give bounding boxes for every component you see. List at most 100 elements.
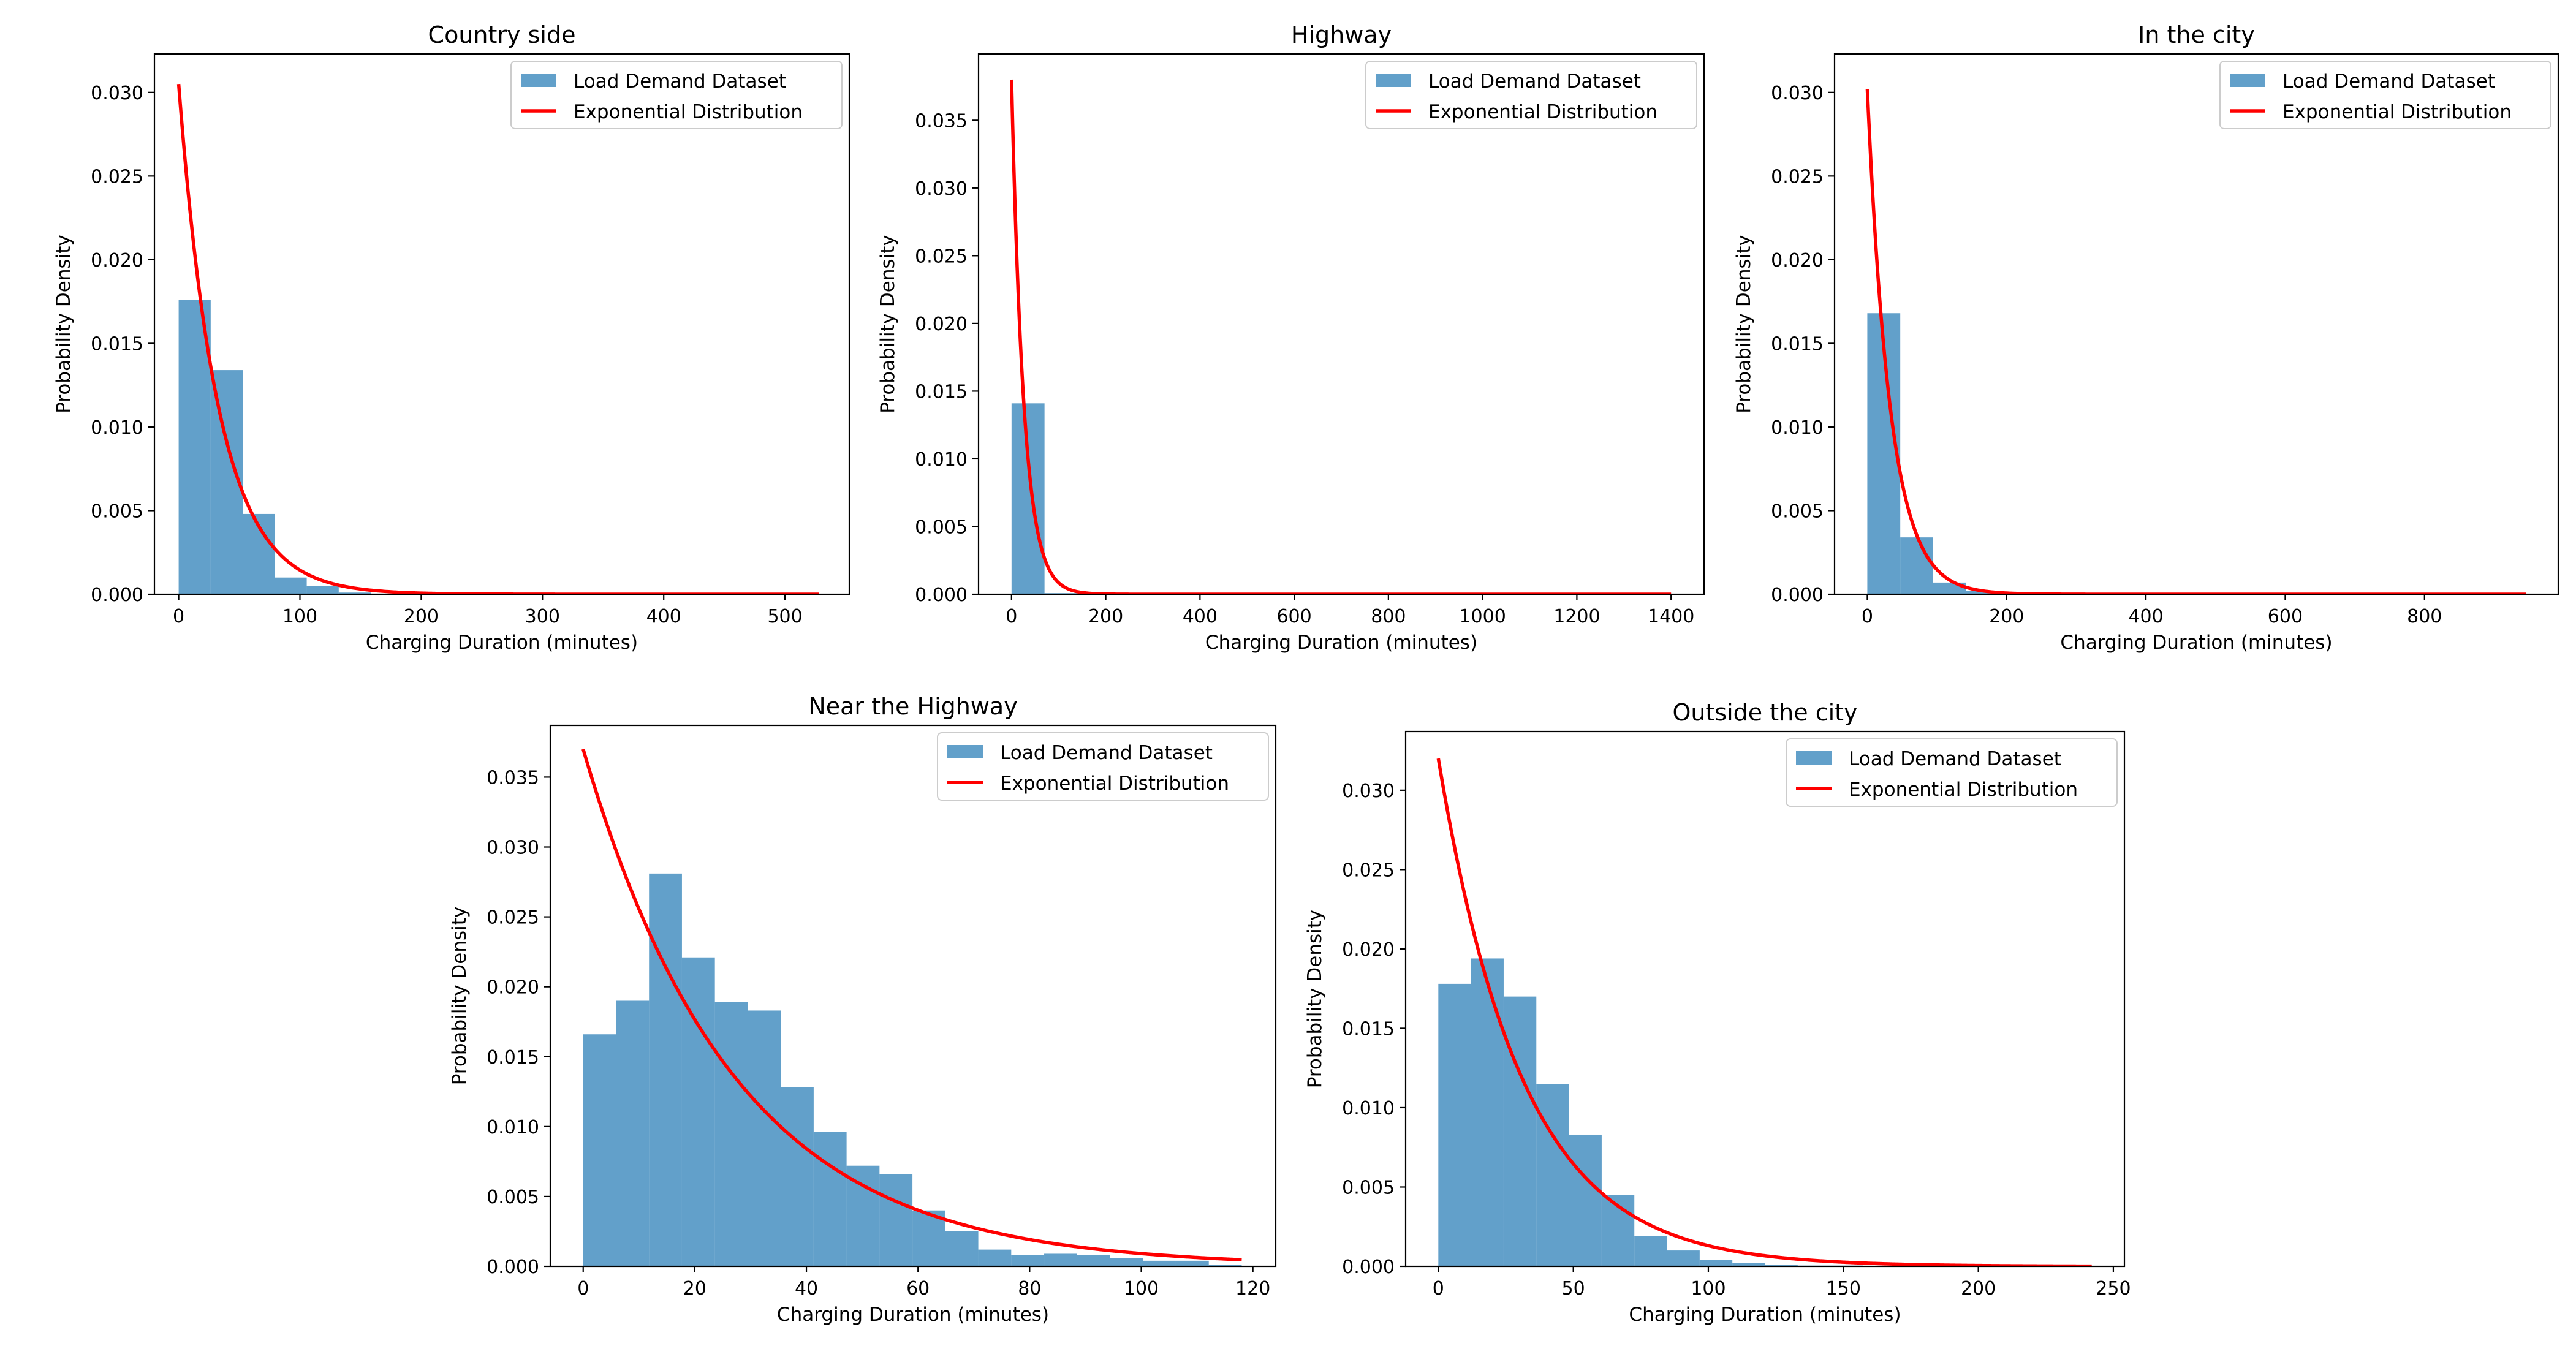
subplot-country-side: 0 100 200 300 400 500 0.000 0.005 0.010 0.015 0.02… bbox=[53, 21, 850, 654]
legend-box bbox=[937, 732, 1269, 801]
x-tick-label: 20 bbox=[683, 1278, 707, 1299]
histogram-bar bbox=[616, 1000, 650, 1266]
x-tick-label: 1200 bbox=[1553, 606, 1600, 627]
y-tick-label: 0.020 bbox=[91, 250, 143, 271]
y-tick-label: 0.015 bbox=[1771, 333, 1824, 355]
legend: Load Demand Dataset Exponential Distribut… bbox=[510, 61, 843, 129]
histogram-bar bbox=[306, 586, 339, 594]
legend-label-histogram: Load Demand Dataset bbox=[1000, 742, 1213, 764]
x-tick-label: 80 bbox=[1018, 1278, 1041, 1299]
histogram-bar bbox=[1966, 591, 1999, 594]
y-axis-label: Probability Density bbox=[449, 907, 471, 1086]
legend-label-histogram: Load Demand Dataset bbox=[1849, 748, 2061, 770]
x-tick-label: 0 bbox=[173, 606, 184, 627]
x-tick-label: 600 bbox=[2268, 606, 2303, 627]
y-tick-label: 0.025 bbox=[1342, 860, 1395, 881]
x-tick-label: 50 bbox=[1562, 1278, 1585, 1299]
legend-swatch-histogram bbox=[521, 74, 556, 87]
x-axis-label: Charging Duration (minutes) bbox=[366, 632, 638, 654]
x-tick-label: 600 bbox=[1276, 606, 1311, 627]
chart-title: Near the Highway bbox=[808, 693, 1017, 720]
y-tick-label: 0.015 bbox=[487, 1047, 539, 1068]
legend: Load Demand Dataset Exponential Distribut… bbox=[1786, 738, 2118, 807]
histogram-bar bbox=[879, 1174, 913, 1266]
histogram-bar bbox=[945, 1231, 979, 1266]
x-tick-label: 1000 bbox=[1459, 606, 1506, 627]
legend-box bbox=[2219, 61, 2551, 129]
axes-frame bbox=[549, 724, 1277, 1268]
histogram-bar bbox=[1471, 958, 1504, 1266]
axes-frame bbox=[977, 53, 1705, 595]
histogram-bar bbox=[813, 1132, 847, 1266]
histogram-bar bbox=[1699, 1260, 1733, 1266]
histogram-bar bbox=[978, 1249, 1012, 1266]
legend-box bbox=[510, 61, 843, 129]
y-tick-label: 0.005 bbox=[487, 1187, 539, 1208]
x-tick-label: 100 bbox=[1124, 1278, 1159, 1299]
y-tick-label: 0.035 bbox=[915, 110, 968, 132]
y-tick-label: 0.030 bbox=[487, 837, 539, 859]
histogram-bar bbox=[649, 873, 682, 1266]
chart-title: In the city bbox=[2138, 21, 2255, 48]
histogram-bar bbox=[1536, 1084, 1569, 1266]
subplot-highway: 0 200 400 600 800 1000 1200 1400 0.000 0.005 0.010… bbox=[877, 21, 1705, 654]
x-tick-label: 0 bbox=[1862, 606, 1873, 627]
legend-label-fit: Exponential Distribution bbox=[1000, 773, 1229, 795]
y-tick-label: 0.015 bbox=[915, 381, 968, 403]
y-tick-label: 0.025 bbox=[1771, 166, 1824, 187]
plot-area bbox=[1865, 89, 2527, 594]
axes-frame bbox=[1833, 53, 2559, 595]
y-tick-label: 0.000 bbox=[915, 584, 968, 606]
x-tick-label: 150 bbox=[1826, 1278, 1861, 1299]
histogram-bar bbox=[912, 1210, 945, 1266]
histogram-bar bbox=[1175, 1260, 1209, 1266]
subplot-near-the-highway: 0 20 40 60 80 100 120 0.000 0.005 0.010 0.015 0.020… bbox=[449, 693, 1277, 1326]
y-axis-label: Probability Density bbox=[1304, 910, 1326, 1089]
y-tick-label: 0.000 bbox=[487, 1257, 539, 1278]
exponential-fit-line bbox=[581, 749, 1243, 1262]
x-tick-label: 800 bbox=[1371, 606, 1406, 627]
histogram-bar bbox=[275, 577, 307, 594]
histogram-bar bbox=[1503, 996, 1537, 1266]
x-tick-label: 500 bbox=[767, 606, 802, 627]
histogram-bar bbox=[1634, 1236, 1667, 1266]
x-axis-label: Charging Duration (minutes) bbox=[2060, 632, 2332, 654]
axes-frame bbox=[153, 53, 850, 595]
histogram-bar bbox=[178, 300, 211, 594]
x-tick-label: 400 bbox=[1183, 606, 1218, 627]
x-tick-label: 800 bbox=[2407, 606, 2442, 627]
legend: Load Demand Dataset Exponential Distribut… bbox=[1365, 61, 1697, 129]
legend-box bbox=[1365, 61, 1697, 129]
histogram-bar bbox=[338, 592, 371, 594]
plot-area bbox=[1436, 758, 2093, 1266]
legend-label-fit: Exponential Distribution bbox=[1428, 101, 1657, 123]
y-tick-label: 0.010 bbox=[91, 417, 143, 439]
x-tick-label: 200 bbox=[1961, 1278, 1996, 1299]
x-tick-label: 100 bbox=[282, 606, 317, 627]
y-tick-label: 0.000 bbox=[1342, 1257, 1395, 1278]
y-tick-label: 0.030 bbox=[91, 83, 143, 104]
x-tick-label: 400 bbox=[2128, 606, 2163, 627]
y-tick-label: 0.020 bbox=[487, 977, 539, 999]
y-tick-label: 0.005 bbox=[915, 516, 968, 538]
legend: Load Demand Dataset Exponential Distribut… bbox=[2219, 61, 2551, 129]
histogram-bar bbox=[583, 1034, 616, 1266]
plot-area bbox=[176, 83, 820, 594]
y-tick-label: 0.015 bbox=[91, 333, 143, 355]
legend-label-fit: Exponential Distribution bbox=[574, 101, 803, 123]
legend-swatch-histogram bbox=[947, 745, 983, 758]
x-axis-label: Charging Duration (minutes) bbox=[1629, 1304, 1901, 1326]
x-tick-label: 0 bbox=[1006, 606, 1017, 627]
histogram-bar bbox=[1110, 1258, 1143, 1266]
histogram-bar bbox=[1077, 1255, 1110, 1266]
x-tick-label: 300 bbox=[525, 606, 560, 627]
histogram-bar bbox=[714, 1002, 748, 1266]
y-tick-label: 0.010 bbox=[1342, 1098, 1395, 1119]
histogram-bar bbox=[1667, 1250, 1700, 1266]
x-tick-label: 60 bbox=[906, 1278, 930, 1299]
y-axis-label: Probability Density bbox=[53, 235, 75, 414]
y-tick-label: 0.005 bbox=[1771, 501, 1824, 522]
histogram-bar bbox=[781, 1087, 814, 1266]
y-tick-label: 0.000 bbox=[91, 584, 143, 606]
